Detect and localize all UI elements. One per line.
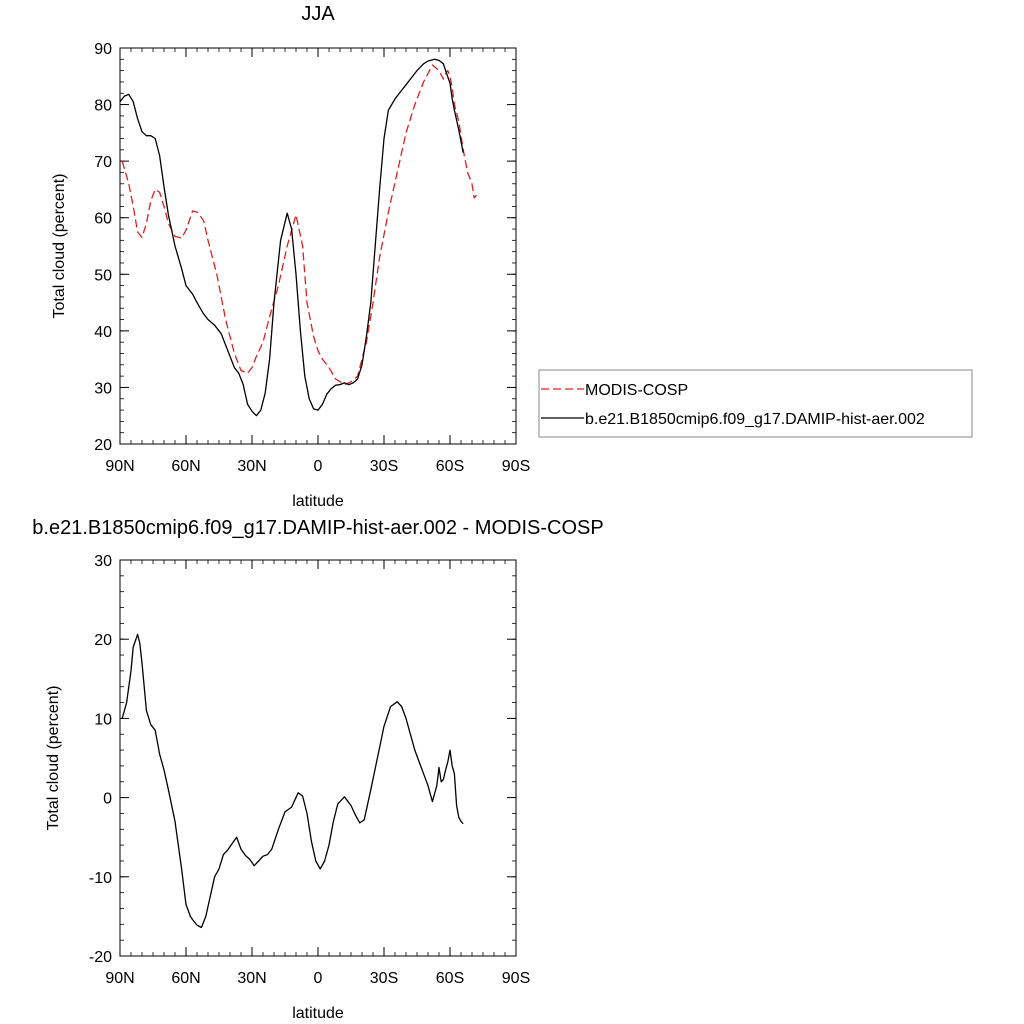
top-plot-frame <box>119 47 517 445</box>
bottom-x-axis-label: latitude <box>292 1005 344 1022</box>
bottom-series-line-difference <box>121 633 464 929</box>
bottom-y-tick-label: 10 <box>94 711 112 728</box>
bottom-x-tick-label: 90S <box>502 970 530 987</box>
top-series-line-model <box>119 58 464 417</box>
top-x-tick-label: 0 <box>314 458 323 475</box>
top-x-tick-label: 90S <box>502 458 530 475</box>
bottom-x-tick-label: 60N <box>171 970 200 987</box>
top-y-tick-label: 40 <box>94 324 112 341</box>
top-series-line-modis <box>121 64 477 386</box>
top-y-axis-label: Total cloud (percent) <box>51 174 68 319</box>
bottom-y-tick-label: -10 <box>89 870 112 887</box>
top-y-tick-label: 30 <box>94 380 112 397</box>
legend-label-modis: MODIS-COSP <box>585 382 688 399</box>
legend-box <box>538 369 973 438</box>
top-chart-legend: MODIS-COSP b.e21.B1850cmip6.f09_g17.DAMI… <box>538 369 973 438</box>
legend-label-model: b.e21.B1850cmip6.f09_g17.DAMIP-hist-aer.… <box>585 411 925 428</box>
top-y-tick-label: 90 <box>94 41 112 58</box>
top-x-tick-label: 30S <box>370 458 398 475</box>
bottom-x-tick-label: 90N <box>105 970 134 987</box>
bottom-y-tick-label: 30 <box>94 553 112 570</box>
top-x-tick-label: 60N <box>171 458 200 475</box>
bottom-x-tick-label: 60S <box>436 970 464 987</box>
top-chart: JJA latitude Total cloud (percent) 90N 60… <box>51 3 530 510</box>
top-y-tick-label: 20 <box>94 437 112 454</box>
bottom-y-axis-label: Total cloud (percent) <box>45 686 62 831</box>
top-plot-area: 90N 60N 30N 0 30S 60S 90S 20 30 40 50 60 70 80 90 <box>94 41 530 475</box>
bottom-plot-frame <box>119 559 517 957</box>
top-y-tick-label: 50 <box>94 267 112 284</box>
bottom-y-tick-label: 0 <box>103 791 112 808</box>
top-y-tick-label: 70 <box>94 154 112 171</box>
bottom-x-tick-label: 30N <box>237 970 266 987</box>
bottom-chart: b.e21.B1850cmip6.f09_g17.DAMIP-hist-aer.… <box>32 517 603 1022</box>
top-chart-title: JJA <box>301 3 335 25</box>
top-x-tick-label: 90N <box>105 458 134 475</box>
bottom-chart-title: b.e21.B1850cmip6.f09_g17.DAMIP-hist-aer.… <box>32 517 603 539</box>
top-y-tick-label: 80 <box>94 98 112 115</box>
bottom-x-tick-label: 0 <box>314 970 323 987</box>
top-x-axis-label: latitude <box>292 493 344 510</box>
top-x-tick-label: 60S <box>436 458 464 475</box>
bottom-y-tick-label: -20 <box>89 949 112 966</box>
bottom-plot-area: 90N 60N 30N 0 30S 60S 90S -20 -10 0 10 20 30 <box>89 553 530 987</box>
bottom-x-tick-label: 30S <box>370 970 398 987</box>
top-x-tick-label: 30N <box>237 458 266 475</box>
bottom-y-tick-label: 20 <box>94 632 112 649</box>
top-y-tick-label: 60 <box>94 211 112 228</box>
